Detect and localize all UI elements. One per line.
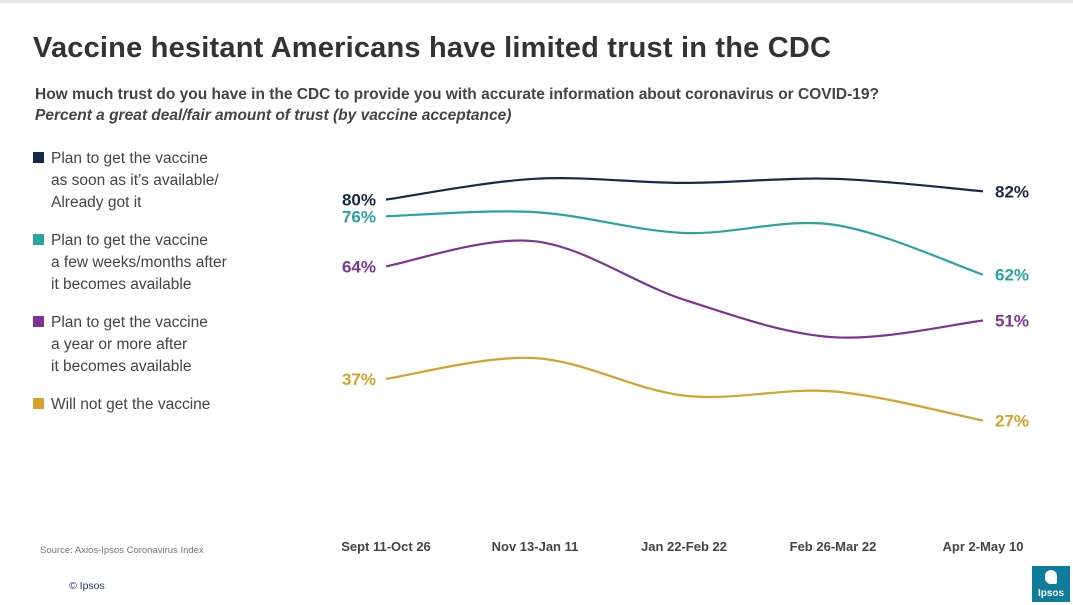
x-tick-label: Apr 2-May 10	[943, 539, 1024, 554]
data-label-end: 27%	[995, 412, 1029, 431]
legend-swatch	[33, 234, 44, 245]
data-label-end: 51%	[995, 312, 1029, 331]
legend-label: Plan to get the vaccine a few weeks/mont…	[51, 232, 227, 293]
data-label-start: 37%	[342, 370, 376, 389]
legend-item-weeks-months: Plan to get the vaccine a few weeks/mont…	[33, 230, 283, 296]
source-note: Source: Axios-Ipsos Coronavirus Index	[40, 545, 204, 556]
legend-label: Plan to get the vaccine as soon as it’s …	[51, 150, 219, 211]
legend-label: Will not get the vaccine	[51, 396, 211, 413]
data-label-start: 76%	[342, 207, 376, 226]
x-tick-label: Jan 22-Feb 22	[641, 539, 727, 554]
data-label-end: 82%	[995, 182, 1029, 201]
data-label-start: 80%	[342, 191, 376, 210]
x-tick-label: Sept 11-Oct 26	[341, 539, 431, 554]
legend-item-will-not: Will not get the vaccine	[33, 394, 283, 416]
x-tick-label: Feb 26-Mar 22	[790, 539, 877, 554]
speech-bubble-icon	[1045, 570, 1057, 584]
legend-item-asap: Plan to get the vaccine as soon as it’s …	[33, 148, 283, 214]
series-line-1	[385, 210, 984, 276]
series-line-0	[385, 177, 984, 201]
data-label-end: 62%	[995, 266, 1029, 285]
chart-subtitle-note: Percent a great deal/fair amount of trus…	[35, 107, 512, 124]
legend-swatch	[33, 316, 44, 327]
data-label-start: 64%	[342, 257, 376, 276]
legend-item-year-or-more: Plan to get the vaccine a year or more a…	[33, 312, 283, 378]
series-line-2	[385, 239, 984, 339]
chart-subtitle: How much trust do you have in the CDC to…	[35, 86, 879, 103]
logo-text: Ipsos	[1037, 588, 1065, 599]
series-line-3	[385, 356, 984, 422]
ipsos-logo: Ipsos	[1032, 566, 1070, 602]
legend: Plan to get the vaccine as soon as it’s …	[33, 148, 283, 432]
copyright-text: © Ipsos	[69, 580, 105, 592]
chart-title: Vaccine hesitant Americans have limited …	[33, 32, 832, 64]
legend-label: Plan to get the vaccine a year or more a…	[51, 314, 208, 375]
x-tick-label: Nov 13-Jan 11	[492, 539, 579, 554]
legend-swatch	[33, 398, 44, 409]
legend-swatch	[33, 152, 44, 163]
top-rule	[0, 0, 1073, 3]
